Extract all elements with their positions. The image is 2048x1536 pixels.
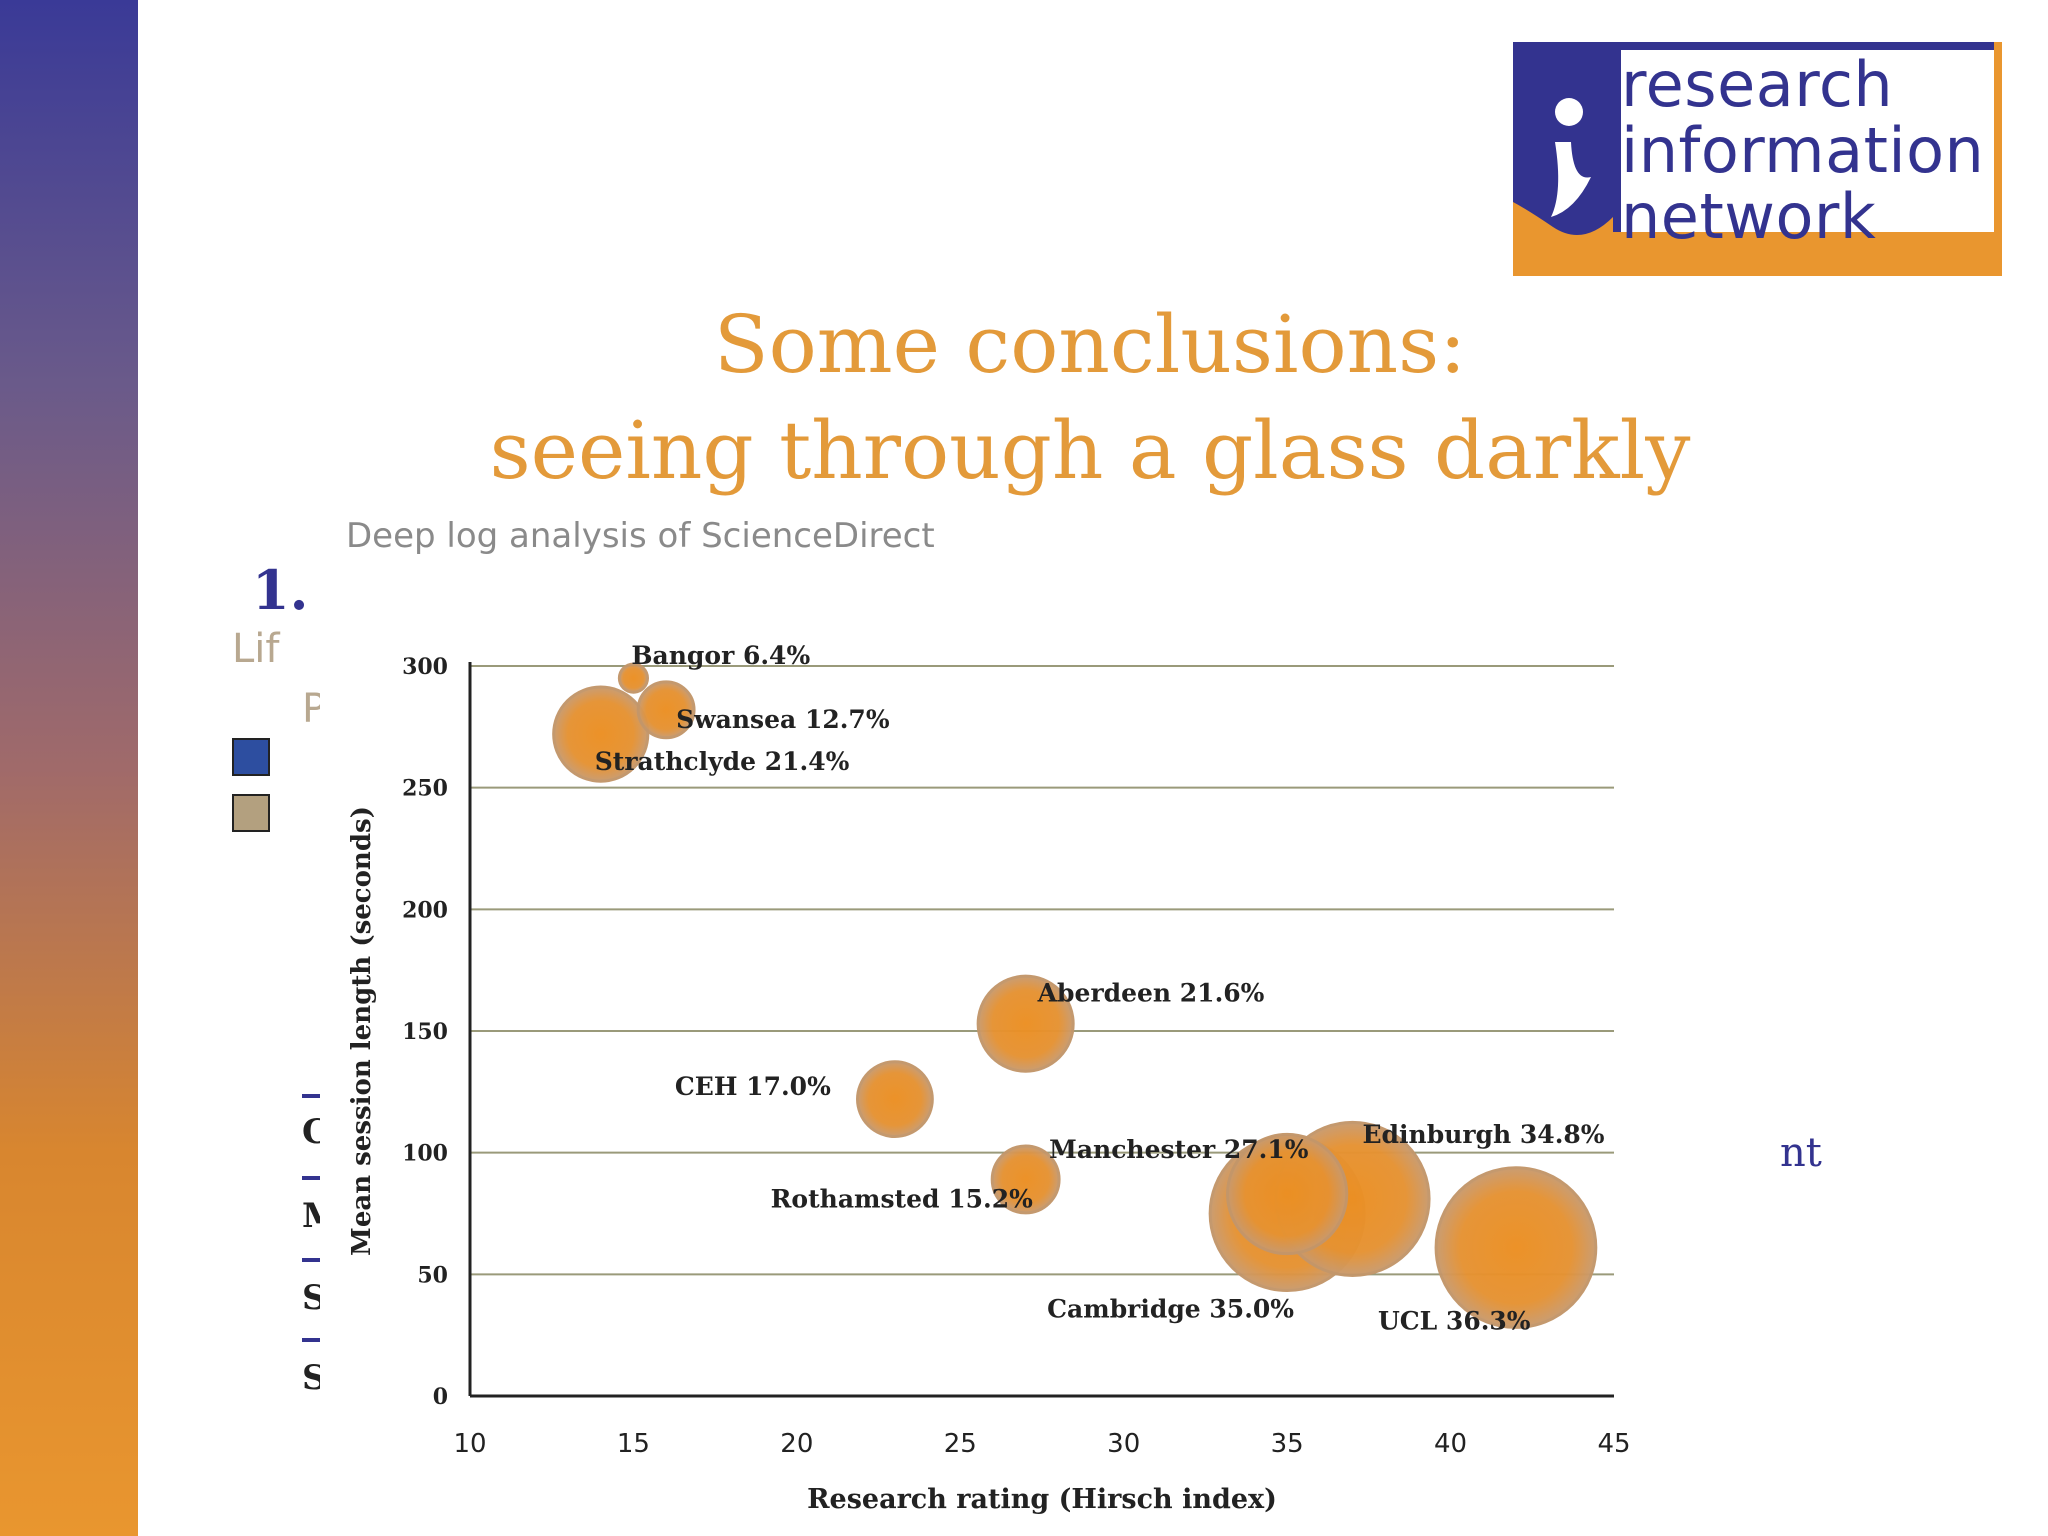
logo-mark-icon <box>1513 42 2002 276</box>
y-tick-label: 0 <box>433 1384 448 1410</box>
data-bubble <box>617 662 650 694</box>
data-label: Cambridge 35.0% <box>1047 1295 1294 1324</box>
x-tick-label: 45 <box>1597 1429 1630 1459</box>
y-tick-label: 150 <box>402 1019 448 1045</box>
legend-swatch-blue <box>232 738 270 776</box>
list-number-fragment: 1. <box>252 558 309 622</box>
data-label: Manchester 27.1% <box>1049 1135 1309 1164</box>
logo-word-network: network <box>1621 180 1877 253</box>
bullet-dash <box>302 1338 322 1342</box>
bullet-dash <box>302 1258 322 1262</box>
logo-word-information: information <box>1621 114 1985 187</box>
x-tick-label: 15 <box>617 1429 650 1459</box>
body-text-fragment-right: nt <box>1780 1130 1822 1176</box>
legend-swatch-tan <box>232 794 270 832</box>
axes: 0 50 100 150 200 250 300 10 15 20 25 30 35 40 45 Resear… <box>347 654 1631 1515</box>
x-tick-label: 40 <box>1434 1429 1467 1459</box>
y-tick-label: 300 <box>402 654 448 680</box>
data-bubble <box>552 685 650 783</box>
data-bubble <box>1226 1132 1349 1256</box>
y-tick-label: 200 <box>402 897 448 923</box>
x-tick-label: 35 <box>1271 1429 1304 1459</box>
x-tick-label: 25 <box>944 1429 977 1459</box>
y-tick-label: 250 <box>402 776 448 802</box>
chart-title: Deep log analysis of ScienceDirect <box>346 516 935 556</box>
data-label: Edinburgh 34.8% <box>1363 1120 1605 1149</box>
data-bubble <box>976 974 1075 1073</box>
data-label: UCL 36.3% <box>1378 1307 1531 1336</box>
research-information-network-logo: research information network <box>1513 42 2002 276</box>
data-label: Strathclyde 21.4% <box>595 747 850 776</box>
data-bubble <box>856 1060 934 1139</box>
data-label: Swansea 12.7% <box>676 705 890 734</box>
data-label: Aberdeen 21.6% <box>1037 979 1265 1008</box>
logo-word-research: research <box>1621 48 1894 121</box>
data-label: CEH 17.0% <box>675 1072 831 1101</box>
side-gradient-bar <box>0 0 138 1536</box>
data-bubble <box>636 680 696 740</box>
y-axis-label: Mean session length (seconds) <box>347 806 377 1256</box>
y-tick-label: 50 <box>417 1262 448 1288</box>
slide-title-line-2: seeing through a glass darkly <box>489 404 1691 497</box>
data-label: Rothamsted 15.2% <box>771 1184 1033 1213</box>
bullet-dash <box>302 1176 322 1180</box>
bubble-labels: Bangor 6.4% Swansea 12.7% Strathclyde 21.4… <box>595 641 1605 1335</box>
y-tick-label: 100 <box>402 1141 448 1167</box>
x-tick-label: 30 <box>1107 1429 1140 1459</box>
bubbles <box>552 662 1598 1329</box>
x-axis-label: Research rating (Hirsch index) <box>807 1484 1277 1515</box>
data-bubble <box>1434 1166 1598 1329</box>
data-bubble <box>990 1144 1061 1215</box>
slide-title: Some conclusions: seeing through a glass… <box>440 292 1740 504</box>
x-tick-label: 20 <box>780 1429 813 1459</box>
body-text-fragment-1: Lif <box>232 626 280 672</box>
slide-title-line-1: Some conclusions: <box>713 298 1467 391</box>
x-tick-label: 10 <box>453 1429 486 1459</box>
data-label: Bangor 6.4% <box>631 641 810 670</box>
bullet-dash <box>302 1094 322 1098</box>
